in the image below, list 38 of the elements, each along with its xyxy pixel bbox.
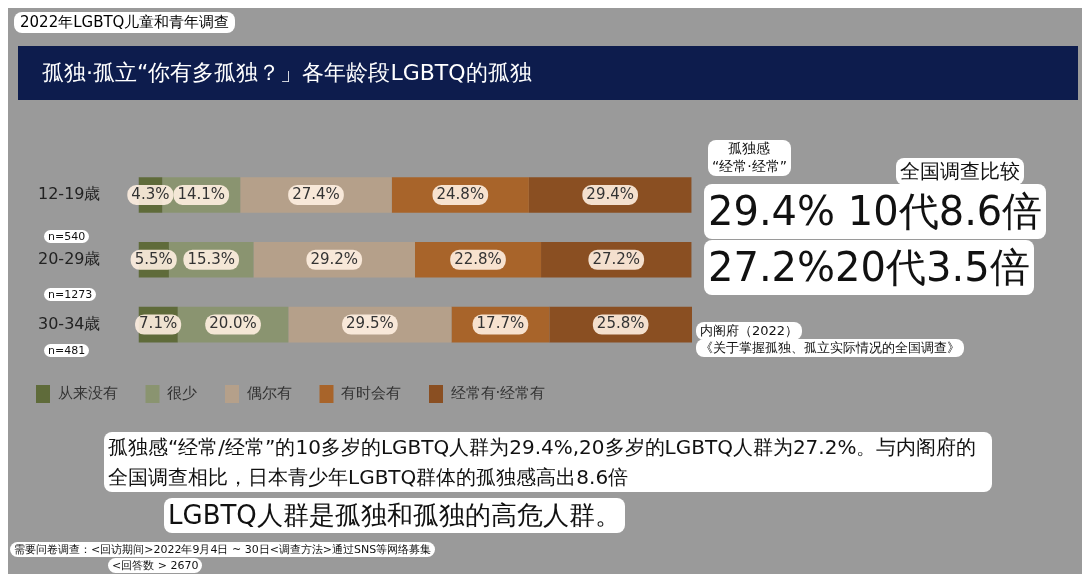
data-label: 25.8% [596,314,645,333]
text: n=481 [44,344,90,357]
text: 内阁府（2022） [696,322,803,340]
legend-label: 从来没有 [57,383,118,402]
text: 全国调查比较 [896,158,1024,185]
data-label: 29.5% [346,314,394,333]
chart-title: 孤独·孤立“你有多孤独？」各年龄段LGBTQ的孤独 [18,46,1078,100]
text: 27.2%20代3.5倍 [704,240,1034,295]
y-tick-label: 12-19歳 [37,184,101,204]
legend-label: 有时会有 [341,383,401,402]
data-label: 24.8% [436,184,485,203]
data-label: 22.8% [454,249,502,268]
data-label: 17.7% [476,314,525,333]
legend-label: 很少 [167,383,197,402]
text: LGBTQ人群是孤独和孤独的高危人群。 [164,498,625,533]
y-tick-label: 30-34歳 [37,313,101,333]
data-label: 14.1% [177,184,226,203]
legend-label: 经常有·经常有 [450,383,546,402]
data-label: 5.5% [134,249,173,268]
text: 孤独感 “经常·经常” [708,140,791,176]
data-label: 27.2% [592,249,641,268]
chart-subtitle: 2022年LGBTQ儿童和青年调查 [14,12,236,33]
data-label: 7.1% [139,314,178,333]
data-label: 4.3% [131,184,170,203]
data-label: 27.4% [292,184,340,203]
data-label: 20.0% [209,314,257,333]
text: n=1273 [44,288,97,301]
text: 孤独感“经常/经常”的10多岁的LGBTQ人群为29.4%,20多岁的LGBTQ人群为27.2%。与内阁府的全国调查相比，日本青少年LGBTQ群体的孤独感高出8.6倍 [104,432,992,492]
legend-label: 偶尔有 [246,383,292,402]
text: 《关于掌握孤独、孤立实际情况的全国调查》 [696,339,964,357]
text: <回答数 > 2670 [108,558,203,573]
text: 需要问卷调查：<回访期间>2022年9月4日 ~ 30日<调查方法>通过SNS等网络募集 [10,542,436,557]
text: 29.4% 10代8.6倍 [704,184,1047,239]
data-label: 29.2% [310,249,359,268]
y-tick-label: 20-29歳 [37,248,101,268]
text: n=540 [44,230,90,243]
data-label: 29.4% [586,184,634,203]
data-label: 15.3% [187,249,236,268]
